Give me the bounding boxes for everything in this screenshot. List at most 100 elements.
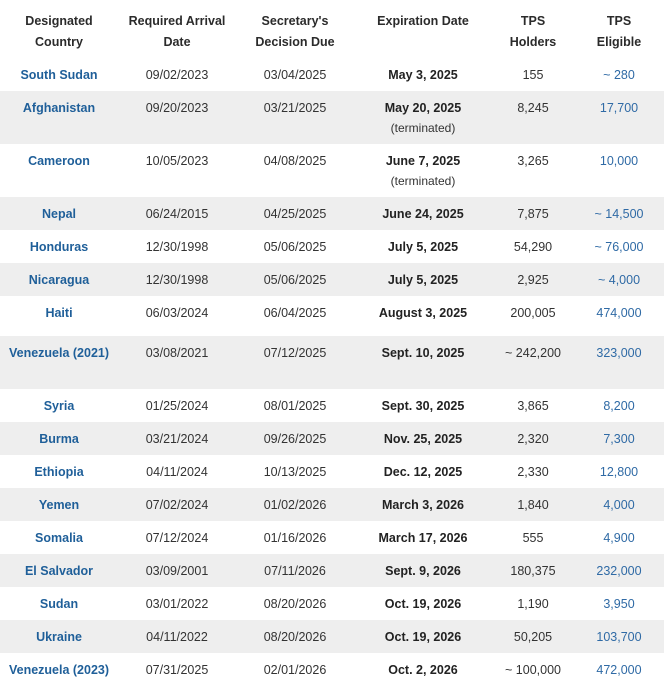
- header-arrival-date: Required Arrival Date: [128, 14, 226, 49]
- country-cell: Yemen: [38, 498, 80, 512]
- tps-eligible-cell: 8,200: [603, 399, 635, 413]
- table-row: Sudan 03/01/2022 08/20/2026 Oct. 19, 2026 1,…: [0, 587, 664, 620]
- tps-holders-cell: 3,865: [517, 399, 549, 413]
- arrival-date-cell: 03/09/2001: [145, 564, 209, 578]
- decision-due-cell: 09/26/2025: [263, 432, 327, 446]
- expiration-date-cell: August 3, 2025: [378, 306, 468, 320]
- expiration-date-cell: Oct. 2, 2026: [388, 663, 458, 677]
- tps-holders-cell: 2,925: [517, 273, 549, 287]
- decision-due-cell: 01/16/2026: [263, 531, 327, 545]
- expiration-date-cell: May 3, 2025: [388, 68, 458, 82]
- table-row: Ethiopia 04/11/2024 10/13/2025 Dec. 12, 202…: [0, 455, 664, 488]
- header-row: Designated Country Required Arrival Date S…: [0, 0, 664, 58]
- tps-holders-cell: 2,320: [517, 432, 549, 446]
- tps-eligible-cell: ~ 14,500: [594, 207, 644, 221]
- table-row: Cameroon 10/05/2023 04/08/2025 June 7, 2025…: [0, 144, 664, 197]
- status-note: (terminated): [390, 174, 456, 188]
- country-cell: Afghanistan: [22, 101, 96, 115]
- table-row: Haiti 06/03/2024 06/04/2025 August 3, 2025 2…: [0, 296, 664, 336]
- expiration-date-cell: July 5, 2025: [387, 240, 459, 254]
- expiration-date-cell: Oct. 19, 2026: [384, 630, 462, 644]
- header-decision-due: Secretary's Decision Due: [255, 14, 335, 49]
- decision-due-cell: 08/01/2025: [263, 399, 327, 413]
- expiration-date-cell: Nov. 25, 2025: [383, 432, 463, 446]
- table-row: El Salvador 03/09/2001 07/11/2026 Sept. 9, …: [0, 554, 664, 587]
- country-cell: Haiti: [45, 306, 73, 320]
- table-row: Somalia 07/12/2024 01/16/2026 March 17, 202…: [0, 521, 664, 554]
- arrival-date-cell: 07/31/2025: [145, 663, 209, 677]
- country-cell: Ukraine: [36, 630, 82, 644]
- tps-holders-cell: 1,190: [517, 597, 549, 611]
- country-cell: Burma: [39, 432, 79, 446]
- country-cell: Sudan: [39, 597, 79, 611]
- country-cell: Somalia: [35, 531, 83, 545]
- tps-eligible-cell: 474,000: [596, 306, 642, 320]
- country-cell: South Sudan: [20, 68, 98, 82]
- arrival-date-cell: 04/11/2024: [146, 465, 208, 479]
- decision-due-cell: 05/06/2025: [263, 273, 327, 287]
- arrival-date-cell: 03/01/2022: [145, 597, 209, 611]
- tps-eligible-cell: 323,000: [596, 346, 642, 360]
- header-expiration-date: Expiration Date: [377, 14, 469, 28]
- country-cell: Ethiopia: [34, 465, 84, 479]
- tps-eligible-cell: 232,000: [596, 564, 642, 578]
- expiration-date-cell: March 17, 2026: [378, 531, 468, 545]
- arrival-date-cell: 04/11/2022: [146, 630, 208, 644]
- decision-due-cell: 10/13/2025: [263, 465, 327, 479]
- expiration-date-cell: March 3, 2026: [382, 498, 464, 512]
- tps-eligible-cell: 7,300: [603, 432, 635, 446]
- arrival-date-cell: 07/02/2024: [145, 498, 209, 512]
- arrival-date-cell: 09/20/2023: [145, 101, 209, 115]
- decision-due-cell: 03/04/2025: [263, 68, 327, 82]
- tps-holders-cell: 1,840: [517, 498, 549, 512]
- tps-eligible-cell: 17,700: [599, 101, 639, 115]
- decision-due-cell: 03/21/2025: [263, 101, 327, 115]
- decision-due-cell: 08/20/2026: [263, 597, 327, 611]
- decision-due-cell: 04/08/2025: [263, 154, 327, 168]
- country-cell: Nicaragua: [28, 273, 90, 287]
- country-cell: Cameroon: [28, 154, 90, 168]
- tps-holders-cell: 180,375: [510, 564, 556, 578]
- decision-due-cell: 08/20/2026: [263, 630, 327, 644]
- tps-holders-cell: ~ 242,200: [505, 346, 561, 360]
- expiration-date-cell: July 5, 2025: [387, 273, 459, 287]
- country-cell: Venezuela (2021): [8, 346, 110, 360]
- decision-due-cell: 07/12/2025: [263, 346, 327, 360]
- tps-holders-cell: 7,875: [517, 207, 549, 221]
- arrival-date-cell: 06/24/2015: [145, 207, 209, 221]
- expiration-date-cell: Sept. 30, 2025: [381, 399, 465, 413]
- expiration-date-cell: May 20, 2025 (terminated): [354, 91, 492, 144]
- expiration-date-cell: June 7, 2025 (terminated): [354, 144, 492, 197]
- tps-holders-cell: 54,290: [513, 240, 553, 254]
- country-cell: El Salvador: [24, 564, 94, 578]
- tps-holders-cell: 2,330: [517, 465, 549, 479]
- decision-due-cell: 05/06/2025: [263, 240, 327, 254]
- tps-holders-cell: 3,265: [517, 154, 549, 168]
- table-row: Ukraine 04/11/2022 08/20/2026 Oct. 19, 2026…: [0, 620, 664, 653]
- tps-eligible-cell: 10,000: [599, 154, 639, 168]
- expiration-date-cell: Oct. 19, 2026: [384, 597, 462, 611]
- table-row: Afghanistan 09/20/2023 03/21/2025 May 20, 2…: [0, 91, 664, 144]
- tps-eligible-cell: 4,000: [603, 498, 635, 512]
- tps-eligible-cell: 103,700: [596, 630, 642, 644]
- table-row: Venezuela (2021) 03/08/2021 07/12/2025 Sept…: [0, 336, 664, 389]
- country-cell: Nepal: [41, 207, 77, 221]
- table-row: Yemen 07/02/2024 01/02/2026 March 3, 2026 1,…: [0, 488, 664, 521]
- tps-holders-cell: 50,205: [513, 630, 553, 644]
- expiration-date-cell: June 24, 2025: [382, 207, 464, 221]
- table-row: South Sudan 09/02/2023 03/04/2025 May 3, 20…: [0, 58, 664, 91]
- table-row: Nicaragua 12/30/1998 05/06/2025 July 5, 202…: [0, 263, 664, 296]
- arrival-date-cell: 06/03/2024: [145, 306, 209, 320]
- tps-holders-cell: 8,245: [517, 101, 549, 115]
- table-row: Honduras 12/30/1998 05/06/2025 July 5, 2025…: [0, 230, 664, 263]
- tps-eligible-cell: 472,000: [596, 663, 642, 677]
- arrival-date-cell: 12/30/1998: [145, 240, 209, 254]
- country-cell: Honduras: [29, 240, 89, 254]
- header-country: Designated Country: [25, 14, 93, 49]
- tps-eligible-cell: 12,800: [599, 465, 639, 479]
- tps-holders-cell: 155: [522, 68, 544, 82]
- decision-due-cell: 04/25/2025: [263, 207, 327, 221]
- tps-holders-cell: ~ 100,000: [505, 663, 561, 677]
- decision-due-cell: 01/02/2026: [263, 498, 327, 512]
- table-row: Venezuela (2023) 07/31/2025 02/01/2026 Oct.…: [0, 653, 664, 686]
